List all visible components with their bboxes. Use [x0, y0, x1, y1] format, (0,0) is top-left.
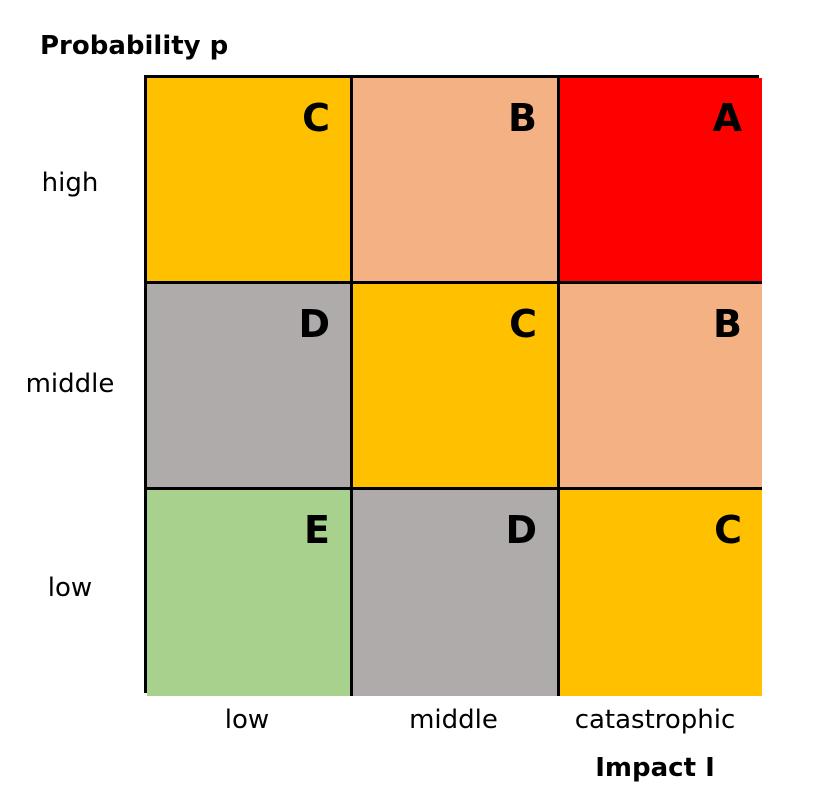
x-label-low: low [224, 705, 270, 735]
x-label-middle: middle [409, 705, 498, 735]
risk-class-letter: C [714, 508, 742, 552]
risk-class-letter: B [508, 96, 537, 140]
risk-class-letter: D [505, 508, 537, 552]
matrix-cell-middle-catastrophic: B [560, 284, 762, 490]
matrix-cell-middle-low: D [147, 284, 353, 490]
y-label-middle: middle [25, 369, 115, 399]
risk-class-letter: A [712, 96, 742, 140]
matrix-cell-middle-middle: C [353, 284, 560, 490]
x-label-catastrophic: catastrophic [574, 705, 736, 735]
risk-class-letter: B [713, 302, 742, 346]
matrix-cell-high-low: C [147, 78, 353, 284]
risk-class-letter: E [304, 508, 330, 552]
y-label-high: high [41, 168, 99, 198]
y-label-low: low [47, 573, 93, 603]
matrix-cell-high-catastrophic: A [560, 78, 762, 284]
matrix-cell-high-middle: B [353, 78, 560, 284]
risk-class-letter: C [509, 302, 537, 346]
x-axis-title: Impact I [595, 753, 715, 783]
matrix-cell-low-middle: D [353, 490, 560, 696]
risk-class-letter: D [298, 302, 330, 346]
matrix-cell-low-low: E [147, 490, 353, 696]
risk-matrix: C B A D C B E D C [144, 75, 762, 696]
y-axis-title: Probability p [40, 31, 229, 61]
matrix-cell-low-catastrophic: C [560, 490, 762, 696]
risk-class-letter: C [302, 96, 330, 140]
